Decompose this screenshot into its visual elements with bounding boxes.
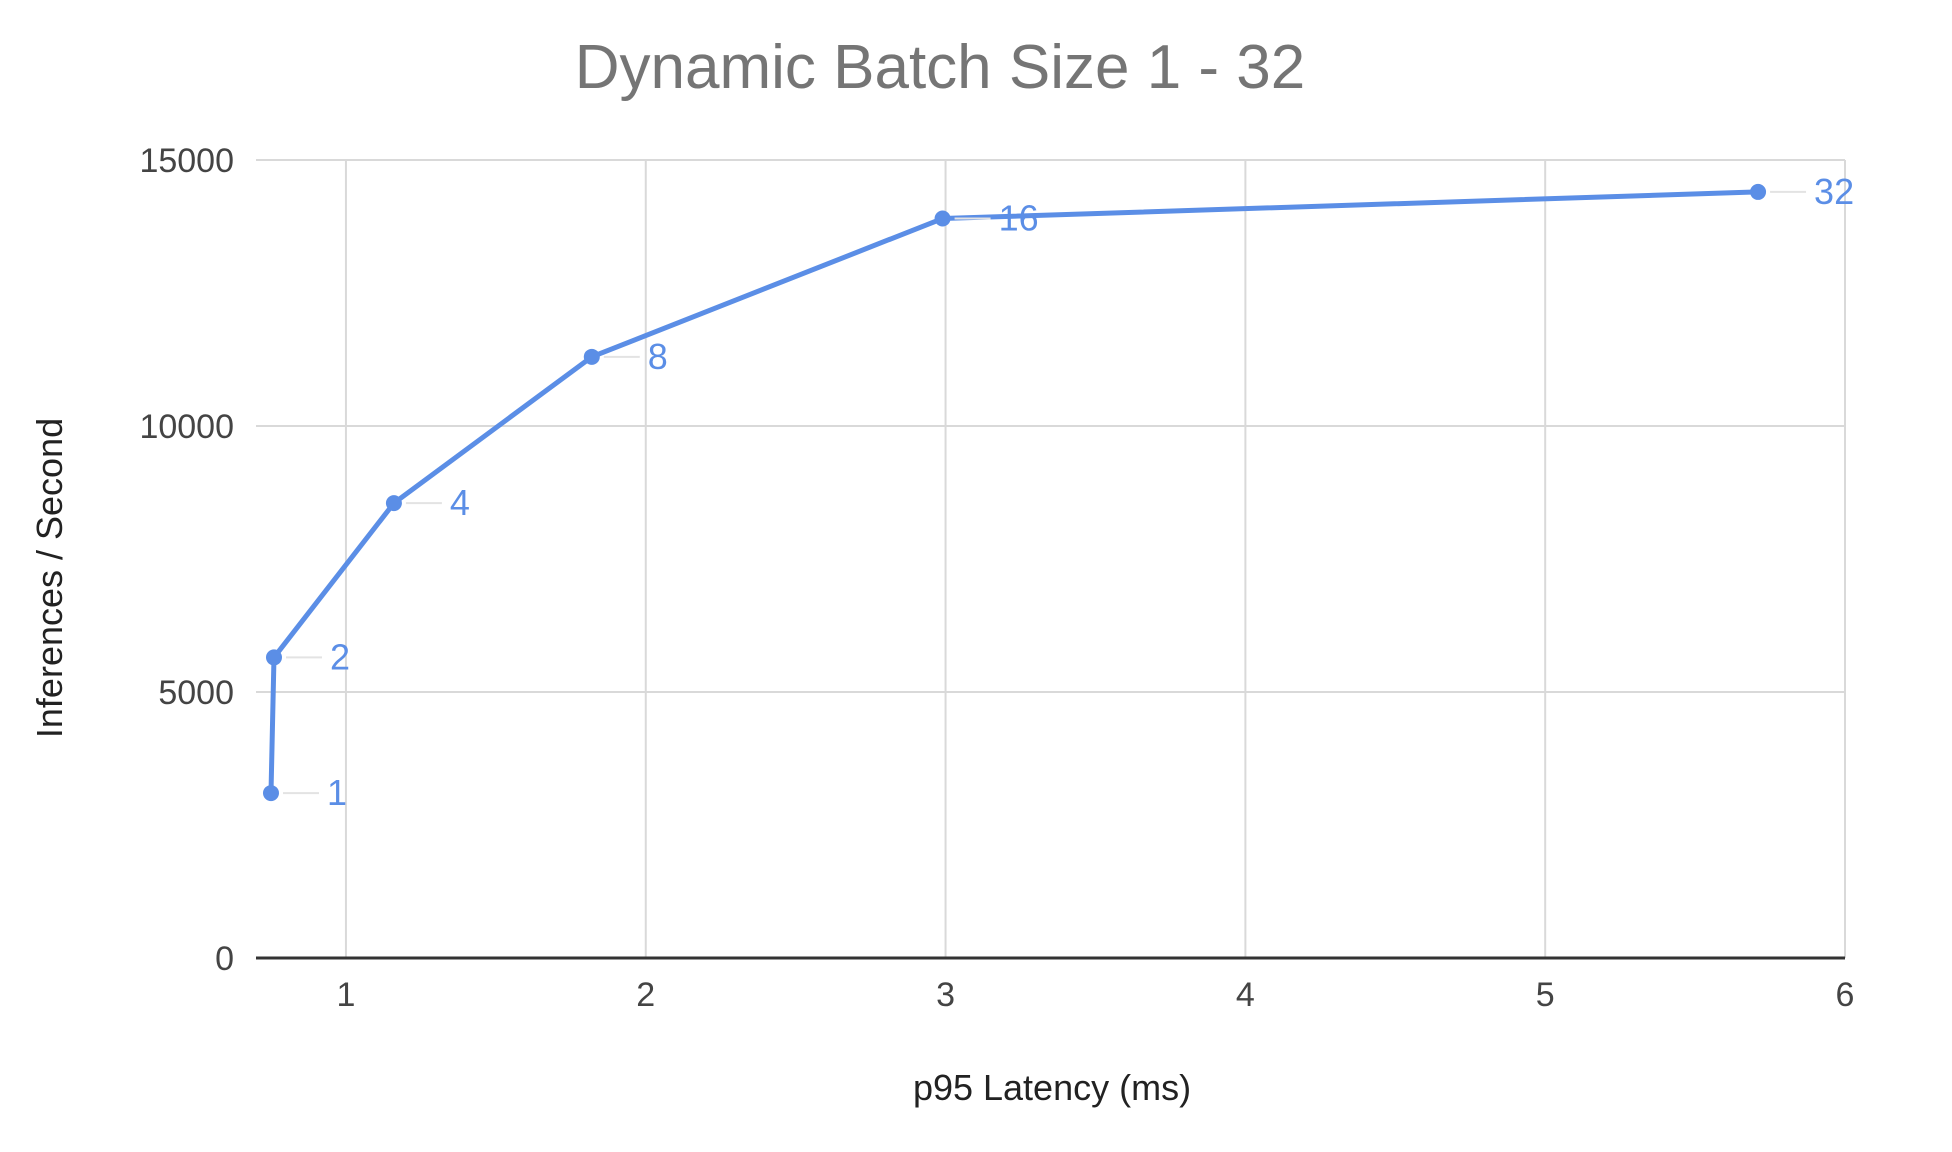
data-point xyxy=(385,495,402,512)
data-point xyxy=(262,785,279,802)
y-tick-label: 0 xyxy=(215,940,234,978)
y-tick-label: 10000 xyxy=(139,408,234,446)
grid xyxy=(256,159,1846,960)
series: 1 2 4 8 16 32 xyxy=(262,171,1854,813)
x-tick-label: 6 xyxy=(1836,976,1855,1014)
series-line xyxy=(268,189,1761,796)
x-tick-label: 5 xyxy=(1536,976,1555,1014)
data-label: 8 xyxy=(648,336,668,377)
data-label: 1 xyxy=(327,772,347,813)
axis-ticks: 0 5000 10000 15000 1 2 3 4 5 6 xyxy=(139,142,1854,1014)
data-label: 32 xyxy=(1814,171,1854,212)
data-label: 4 xyxy=(450,482,470,523)
y-tick-label: 15000 xyxy=(139,142,234,180)
x-tick-label: 3 xyxy=(936,976,955,1014)
data-point xyxy=(265,649,282,666)
chart-title: Dynamic Batch Size 1 - 32 xyxy=(575,33,1306,102)
data-point xyxy=(934,210,951,227)
x-tick-label: 4 xyxy=(1236,976,1255,1014)
data-point xyxy=(1750,183,1767,200)
y-axis-title: Inferences / Second xyxy=(29,418,70,738)
y-tick-label: 5000 xyxy=(158,674,234,712)
x-tick-label: 1 xyxy=(336,976,355,1014)
x-axis-title: p95 Latency (ms) xyxy=(913,1067,1191,1108)
data-point xyxy=(583,348,600,365)
x-tick-label: 2 xyxy=(636,976,655,1014)
data-label: 2 xyxy=(330,636,350,677)
data-label: 16 xyxy=(999,198,1039,239)
